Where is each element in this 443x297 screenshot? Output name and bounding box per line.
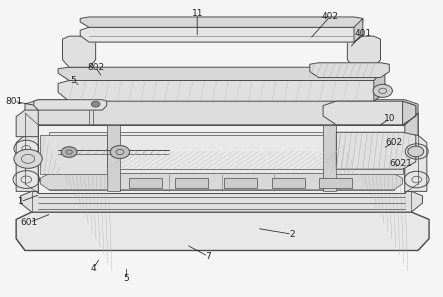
Text: 801: 801	[5, 97, 23, 106]
Text: 602: 602	[385, 138, 402, 147]
Text: 6021: 6021	[389, 159, 412, 168]
Polygon shape	[58, 67, 385, 80]
Polygon shape	[129, 178, 162, 188]
Polygon shape	[34, 100, 107, 110]
Polygon shape	[16, 110, 38, 137]
Text: 802: 802	[87, 63, 104, 72]
Polygon shape	[80, 27, 363, 42]
Polygon shape	[40, 174, 403, 190]
Polygon shape	[25, 113, 38, 193]
Circle shape	[14, 149, 42, 168]
Polygon shape	[38, 125, 405, 193]
Text: 4: 4	[91, 264, 96, 273]
Polygon shape	[310, 63, 389, 78]
Text: 2: 2	[289, 230, 295, 239]
Text: 5: 5	[71, 76, 77, 85]
Polygon shape	[80, 17, 363, 27]
Polygon shape	[336, 135, 403, 174]
Text: 1: 1	[18, 197, 23, 206]
Polygon shape	[16, 135, 38, 191]
Circle shape	[373, 84, 392, 97]
Polygon shape	[323, 101, 416, 125]
Polygon shape	[49, 132, 394, 190]
Polygon shape	[374, 69, 385, 101]
Polygon shape	[58, 80, 385, 101]
Polygon shape	[224, 178, 257, 188]
Circle shape	[408, 146, 424, 157]
Circle shape	[91, 101, 100, 107]
Polygon shape	[354, 18, 363, 42]
Polygon shape	[16, 212, 429, 250]
Text: 5: 5	[124, 274, 129, 283]
Polygon shape	[347, 36, 381, 67]
Polygon shape	[40, 135, 107, 174]
Polygon shape	[107, 125, 120, 191]
Polygon shape	[403, 101, 416, 125]
Text: 402: 402	[321, 12, 338, 21]
Polygon shape	[175, 178, 208, 188]
Text: 3: 3	[18, 153, 23, 162]
Circle shape	[110, 146, 130, 159]
Polygon shape	[319, 178, 352, 188]
Circle shape	[61, 147, 77, 157]
Polygon shape	[62, 36, 96, 67]
Polygon shape	[323, 125, 336, 191]
Polygon shape	[405, 135, 427, 191]
Polygon shape	[336, 132, 416, 169]
Polygon shape	[107, 135, 336, 169]
Polygon shape	[25, 100, 418, 125]
Text: 601: 601	[21, 218, 38, 227]
Polygon shape	[20, 191, 423, 212]
Polygon shape	[405, 113, 418, 193]
Text: 7: 7	[206, 252, 211, 261]
Text: 401: 401	[354, 29, 371, 38]
Text: 10: 10	[384, 114, 395, 124]
Text: 11: 11	[191, 10, 203, 18]
Polygon shape	[272, 178, 305, 188]
